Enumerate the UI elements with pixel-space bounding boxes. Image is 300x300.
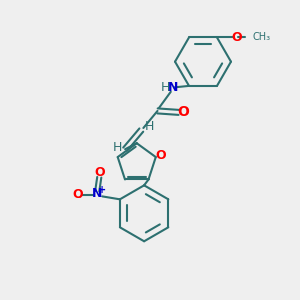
- Text: O: O: [177, 105, 189, 119]
- Text: H: H: [145, 120, 154, 133]
- Text: H: H: [161, 82, 170, 94]
- Text: O: O: [94, 166, 105, 179]
- Text: O: O: [156, 149, 167, 162]
- Text: O: O: [232, 31, 242, 44]
- Text: H: H: [113, 141, 122, 154]
- Text: +: +: [98, 184, 106, 195]
- Text: CH₃: CH₃: [252, 32, 270, 42]
- Text: ⁻: ⁻: [75, 195, 81, 205]
- Text: N: N: [92, 187, 102, 200]
- Text: N: N: [168, 82, 178, 94]
- Text: O: O: [73, 188, 83, 201]
